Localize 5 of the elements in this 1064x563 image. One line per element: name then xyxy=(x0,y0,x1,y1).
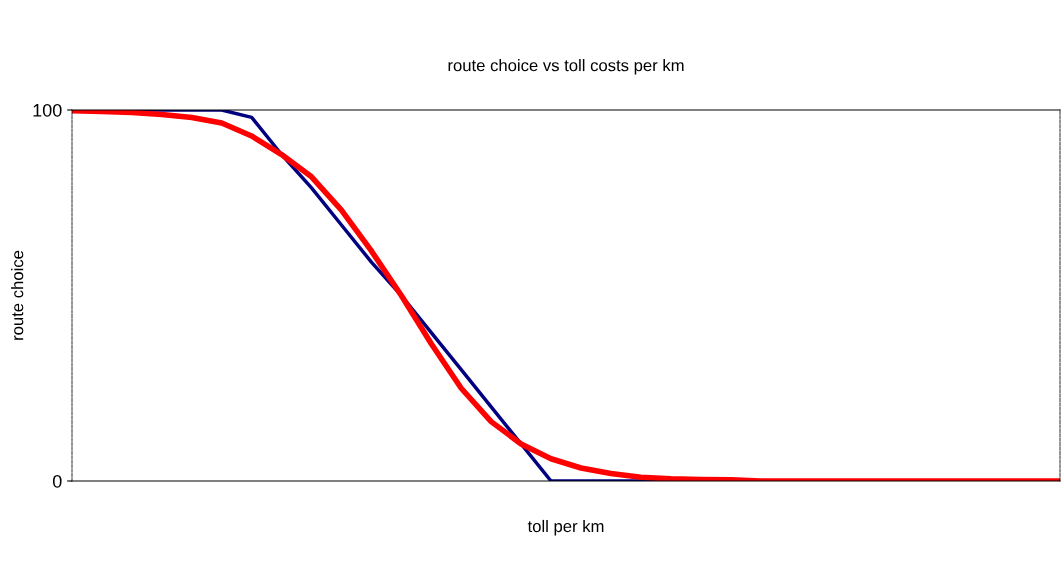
x-axis-title: toll per km xyxy=(527,519,604,536)
y-tick-label: 100 xyxy=(33,103,62,117)
y-tick-label: 0 xyxy=(52,474,62,488)
y-axis-title: route choice xyxy=(11,250,24,340)
chart-title: route choice vs toll costs per km xyxy=(448,59,684,75)
